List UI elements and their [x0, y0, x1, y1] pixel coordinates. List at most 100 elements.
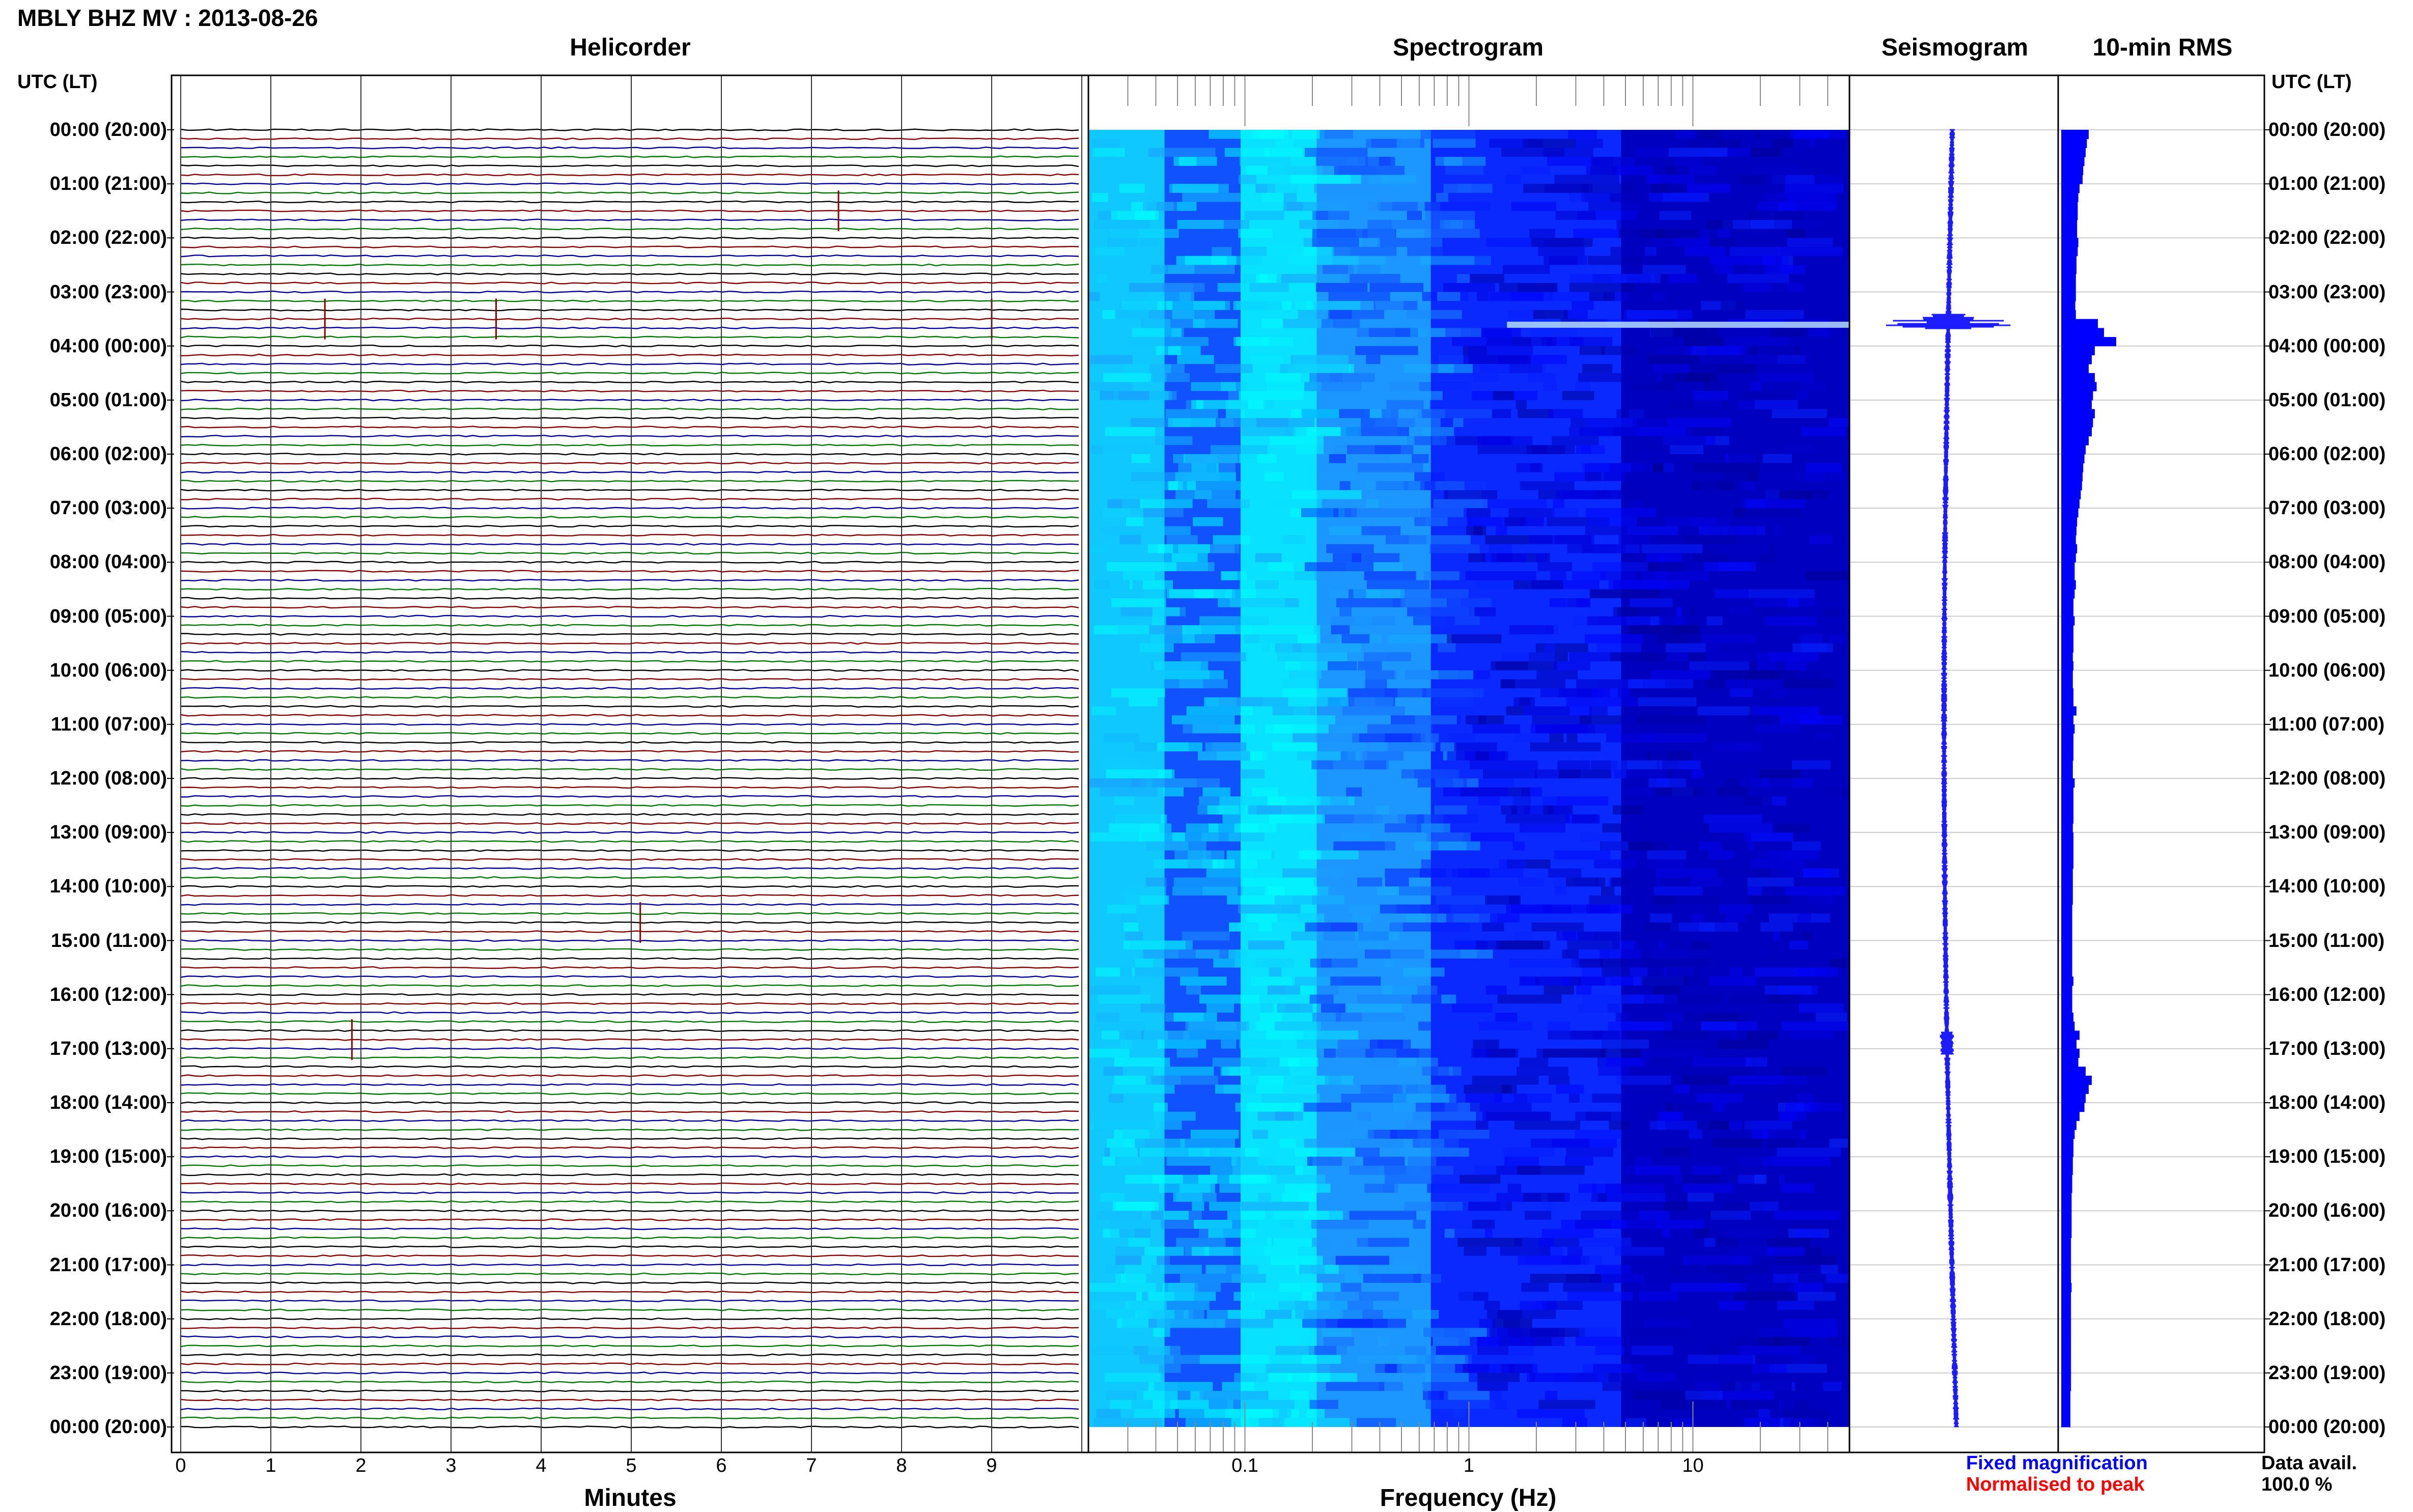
- spectrogram-cell: [1336, 1048, 1374, 1058]
- helicorder-trace: [180, 209, 1079, 212]
- helicorder-trace: [180, 1146, 1079, 1150]
- helicorder-xlabel: Minutes: [584, 1485, 677, 1511]
- spectrogram-cell: [1532, 715, 1592, 724]
- spectrogram-cell: [1659, 211, 1692, 220]
- spectrogram-cell: [1219, 697, 1288, 707]
- spectrogram-cell: [1793, 1355, 1815, 1364]
- spectrogram-cell: [1495, 1013, 1518, 1022]
- spectrogram-cell: [1579, 1238, 1632, 1247]
- helicorder-trace: [180, 263, 1079, 267]
- spectrogram-cell: [1273, 724, 1293, 734]
- spectrogram-cell: [1569, 337, 1613, 346]
- spectrogram-cell: [1528, 535, 1594, 544]
- spectrogram-cell: [1179, 679, 1228, 689]
- spectrogram-cell: [1712, 238, 1736, 247]
- rms-bar: [2061, 1346, 2071, 1355]
- time-label-right: 14:00 (10:00): [2268, 876, 2386, 898]
- spectrogram-cell: [1287, 1373, 1357, 1382]
- spectrogram-cell: [1277, 1003, 1313, 1013]
- helicorder-trace: [180, 1155, 1079, 1158]
- spectrogram-cell: [1606, 1057, 1642, 1067]
- spectrogram-cell: [1766, 1238, 1812, 1247]
- spectrogram-cell: [1245, 211, 1284, 220]
- rms-bar: [2061, 1192, 2072, 1202]
- spectrogram-cell: [1399, 886, 1452, 896]
- spectrogram-cell: [1580, 1255, 1603, 1265]
- spectrogram-cell: [1304, 1138, 1349, 1148]
- spectrogram-cell: [1304, 148, 1368, 157]
- helicorder-tick-label: 8: [896, 1455, 907, 1476]
- rms-bar: [2061, 517, 2078, 527]
- spectrogram-cell: [1649, 535, 1720, 544]
- spectrogram-cell: [1596, 643, 1641, 653]
- spectrogram-cell: [1688, 1192, 1714, 1202]
- spectrogram-cell: [1223, 1084, 1256, 1094]
- rms-bar: [2061, 445, 2086, 455]
- spectrogram-cell: [1669, 1265, 1702, 1274]
- spectrogram-cell: [1519, 697, 1531, 707]
- spectrogram-cell: [1475, 940, 1500, 950]
- helicorder-trace: [180, 182, 1079, 185]
- spectrogram-cell: [1352, 733, 1421, 743]
- spectrogram-cell: [1807, 328, 1830, 337]
- spectrogram-cell: [1541, 1228, 1594, 1238]
- spectrogram-cell: [1585, 634, 1644, 643]
- spectrogram-cell: [1489, 544, 1512, 553]
- spectrogram-cell: [1470, 1337, 1534, 1346]
- spectrogram-cell: [1630, 598, 1673, 607]
- time-label-right: 05:00 (01:00): [2268, 389, 2386, 411]
- spectrogram-cell: [1686, 1364, 1714, 1373]
- rms-bar: [2061, 1220, 2072, 1229]
- rms-bar: [2061, 427, 2092, 437]
- spectrogram-cell: [1585, 463, 1653, 472]
- spectrogram-cell: [1346, 1003, 1402, 1013]
- spectrogram-cell: [1364, 571, 1416, 580]
- helicorder-trace: [180, 1182, 1079, 1185]
- spectrogram-cell: [1472, 1075, 1539, 1085]
- spectrogram-cell: [1204, 1247, 1271, 1256]
- spectrogram-cell: [1176, 1192, 1217, 1202]
- rms-bar: [2061, 661, 2073, 671]
- helicorder-trace: [180, 353, 1079, 357]
- time-label-left: 17:00 (13:00): [49, 1038, 167, 1059]
- spectrogram-cell: [1470, 1301, 1483, 1310]
- spectrogram-cell: [1111, 211, 1156, 220]
- spectrogram-cell: [1512, 841, 1525, 851]
- spectrogram-cell: [1790, 1220, 1842, 1229]
- spectrogram-cell: [1673, 157, 1703, 166]
- spectrogram-cell: [1719, 1355, 1753, 1364]
- spectrogram-cell: [1523, 706, 1592, 716]
- spectrogram-cell: [1407, 247, 1443, 256]
- spectrogram-cell: [1567, 940, 1620, 950]
- spectrogram-cell: [1328, 292, 1390, 301]
- spectrogram-cell: [1758, 472, 1826, 482]
- spectrogram-cell: [1409, 535, 1471, 544]
- spectrogram-cell: [1312, 1157, 1355, 1166]
- spectrogram-cell: [1267, 985, 1300, 995]
- spectrogram-cell: [1756, 652, 1819, 661]
- helicorder-trace: [180, 696, 1079, 699]
- time-label-left: 04:00 (00:00): [49, 335, 167, 357]
- rms-bar: [2061, 148, 2086, 157]
- spectrogram-cell: [1523, 138, 1576, 148]
- helicorder-trace: [180, 1191, 1079, 1194]
- spectrogram-cell: [1315, 157, 1368, 166]
- spectrogram-cell: [1717, 1040, 1769, 1049]
- spectrogram-cell: [1204, 1409, 1241, 1418]
- helicorder-trace: [180, 1029, 1079, 1032]
- spectrogram-cell: [1660, 652, 1690, 661]
- spectrogram-cell: [1607, 1192, 1666, 1202]
- spectrogram-cell: [1625, 787, 1653, 797]
- spectrogram-cell: [1351, 1138, 1404, 1148]
- time-label-right: 06:00 (02:00): [2268, 443, 2386, 465]
- spectrogram-cell: [1665, 1103, 1713, 1112]
- rms-bar: [2061, 1048, 2080, 1058]
- spectrogram-cell: [1557, 760, 1590, 770]
- time-label-left: 22:00 (18:00): [49, 1308, 167, 1330]
- spectrogram-cell: [1486, 238, 1546, 247]
- spectrogram-cell: [1334, 1292, 1362, 1301]
- spectrogram-cell: [1478, 796, 1500, 806]
- spectrogram-cell: [1773, 1274, 1799, 1283]
- spectrogram-cell: [1568, 1094, 1580, 1103]
- spectrogram-cell: [1251, 625, 1321, 634]
